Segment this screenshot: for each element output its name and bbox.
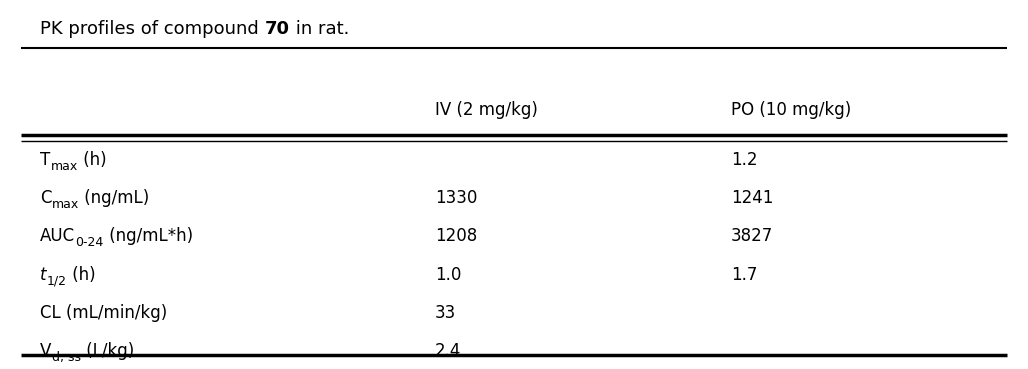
Text: PK profiles of compound: PK profiles of compound	[40, 20, 265, 38]
Text: d, ss: d, ss	[51, 351, 80, 364]
Text: 1330: 1330	[435, 189, 477, 207]
Text: IV (2 mg/kg): IV (2 mg/kg)	[435, 101, 538, 119]
Text: V: V	[40, 342, 51, 360]
Text: in rat.: in rat.	[290, 20, 350, 38]
Text: (L/kg): (L/kg)	[80, 342, 134, 360]
Text: (h): (h)	[78, 151, 107, 169]
Text: (ng/mL): (ng/mL)	[79, 189, 149, 207]
Text: 1.2: 1.2	[731, 151, 758, 169]
Text: 3827: 3827	[731, 227, 773, 245]
Text: CL (mL/min/kg): CL (mL/min/kg)	[40, 304, 168, 322]
Text: 1.0: 1.0	[435, 266, 462, 284]
Text: 1208: 1208	[435, 227, 477, 245]
Text: PO (10 mg/kg): PO (10 mg/kg)	[731, 101, 851, 119]
Text: 70: 70	[265, 20, 290, 38]
Text: 1/2: 1/2	[47, 275, 67, 287]
Text: 0-24: 0-24	[75, 236, 104, 249]
Text: 2.4: 2.4	[435, 342, 462, 360]
Text: 1241: 1241	[731, 189, 773, 207]
Text: max: max	[51, 198, 79, 211]
Text: 33: 33	[435, 304, 456, 322]
Text: 1.7: 1.7	[731, 266, 758, 284]
Text: t: t	[40, 266, 47, 284]
Text: AUC: AUC	[40, 227, 75, 245]
Text: T: T	[40, 151, 50, 169]
Text: (ng/mL*h): (ng/mL*h)	[104, 227, 193, 245]
Text: (h): (h)	[67, 266, 96, 284]
Text: C: C	[40, 189, 51, 207]
Text: max: max	[50, 160, 78, 173]
